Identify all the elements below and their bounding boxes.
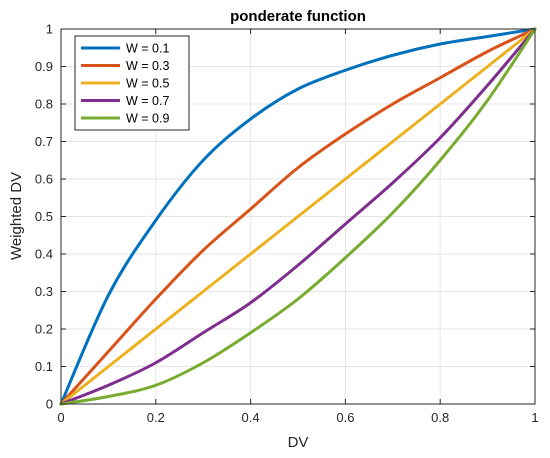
series-lines (59, 27, 537, 406)
y-tick-label: 0.5 (35, 209, 53, 224)
x-tick-label: 1 (531, 410, 538, 425)
y-tick-label: 0.4 (35, 247, 53, 262)
series-line-1 (59, 27, 537, 406)
y-axis: 0 0.1 0.2 0.3 0.4 0.5 0.6 0.7 0.8 0.9 1 (35, 22, 535, 412)
x-tick-label: 0.4 (242, 410, 260, 425)
x-tick-label: 0.2 (147, 410, 165, 425)
y-tick-label: 0.7 (35, 134, 53, 149)
chart-title: ponderate function (230, 8, 366, 25)
series-line-5 (59, 27, 537, 406)
series-line-4 (59, 27, 537, 406)
legend-label-1: W = 0.1 (126, 42, 169, 56)
y-tick-label: 0.9 (35, 59, 53, 74)
legend-label-3: W = 0.5 (126, 77, 169, 91)
y-tick-label: 0.3 (35, 284, 53, 299)
x-tick-label: 0 (57, 410, 64, 425)
x-axis: 0 0.2 0.4 0.6 0.8 1 (57, 29, 539, 425)
legend-label-4: W = 0.7 (126, 94, 169, 108)
legend-label-5: W = 0.9 (126, 112, 169, 126)
y-tick-label: 1 (46, 22, 53, 37)
y-axis-label: Weighted DV (8, 172, 25, 260)
x-tick-label: 0.6 (336, 410, 354, 425)
legend: W = 0.1 W = 0.3 W = 0.5 W = 0.7 W = 0.9 (74, 35, 190, 131)
x-axis-label: DV (288, 434, 309, 451)
x-tick-label: 0.8 (431, 410, 449, 425)
y-tick-label: 0 (46, 397, 53, 412)
y-tick-label: 0.1 (35, 359, 53, 374)
series-line-2 (59, 27, 537, 406)
series-line-3 (59, 27, 537, 406)
plot-frame (60, 28, 536, 405)
y-tick-label: 0.6 (35, 172, 53, 187)
y-tick-label: 0.8 (35, 97, 53, 112)
y-tick-label: 0.2 (35, 322, 53, 337)
legend-label-2: W = 0.3 (126, 59, 169, 73)
